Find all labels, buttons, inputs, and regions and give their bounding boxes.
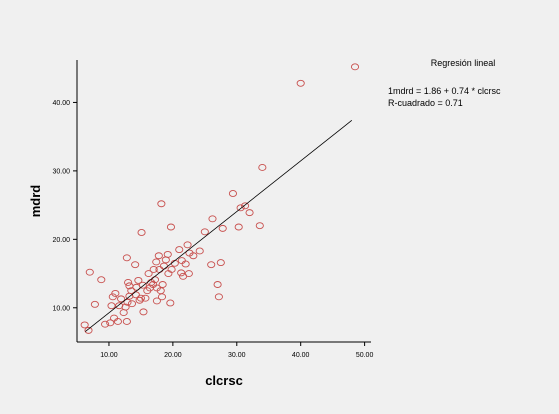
data-point [228,190,237,197]
data-point [124,279,133,286]
data-point [170,259,179,267]
data-point [106,319,115,327]
data-point [113,318,122,325]
data-point [207,261,216,269]
data-point [136,294,145,302]
data-point [296,79,305,87]
data-point [163,250,172,258]
data-point [90,300,99,308]
data-point [241,202,250,210]
data-point [166,299,175,307]
data-point [181,260,190,268]
data-point [213,281,222,288]
data-point [234,223,243,231]
data-point [218,224,227,232]
data-point [139,308,148,316]
data-point [184,270,193,278]
data-point [157,200,166,208]
data-point [258,164,267,171]
data-point [131,261,140,269]
data-point [138,281,147,289]
data-point [122,254,131,262]
data-point [208,215,217,223]
data-point [115,302,124,310]
regression-equation: 1mdrd = 1.86 + 0.74 * clcrsc [388,86,501,96]
data-point [350,63,360,71]
data-point [111,289,120,297]
data-point [195,247,204,255]
data-point [158,281,167,288]
y-tick-label: 40.00 [52,100,70,107]
y-axis-title: mdrd [28,185,43,218]
x-tick-label: 30.00 [228,352,246,359]
data-point [216,259,225,267]
data-point [137,229,146,236]
regression-line [85,120,353,332]
x-tick-label: 40.00 [292,352,310,359]
data-point [166,223,176,231]
data-point [255,222,264,230]
x-axis-title: clcrsc [205,373,243,388]
r-squared-value: R-cuadrado = 0.71 [388,98,463,108]
data-point [167,265,176,273]
data-point [177,269,186,277]
data-point [141,294,150,302]
data-point [84,326,93,334]
y-tick-label: 10.00 [52,305,70,312]
axis-ticks: 10.00 20.00 30.00 40.00 50.00 10.00 20.00 30.00… [52,100,373,359]
data-point [200,228,209,236]
x-tick-label: 20.00 [164,352,182,359]
data-point [108,293,117,301]
data-point [127,287,136,295]
x-tick-label: 10.00 [100,352,118,359]
data-point [157,293,167,301]
data-points [80,63,360,334]
data-point [134,276,143,284]
x-tick-label: 50.00 [356,352,374,359]
data-point [189,252,198,260]
data-point [149,265,158,273]
data-point [245,209,254,217]
data-point [107,302,116,310]
data-point [236,204,245,212]
data-point [117,295,126,303]
y-tick-label: 30.00 [52,168,70,175]
data-point [175,246,184,254]
data-point [121,303,130,311]
y-tick-label: 20.00 [52,237,70,244]
data-point [183,241,192,249]
data-point [131,291,140,299]
legend-title: Regresión lineal [430,58,496,68]
data-point [127,300,137,308]
data-point [214,293,223,301]
data-point [154,252,163,260]
data-point [152,297,161,305]
regression-legend: Regresión lineal 1mdrd = 1.86 + 0.74 * c… [388,58,548,109]
data-point [144,270,153,278]
data-point [122,318,131,325]
data-point [152,258,161,266]
data-point [101,320,110,328]
data-point [97,276,106,284]
data-point [85,268,94,276]
data-point [80,321,89,329]
data-point [159,262,168,270]
